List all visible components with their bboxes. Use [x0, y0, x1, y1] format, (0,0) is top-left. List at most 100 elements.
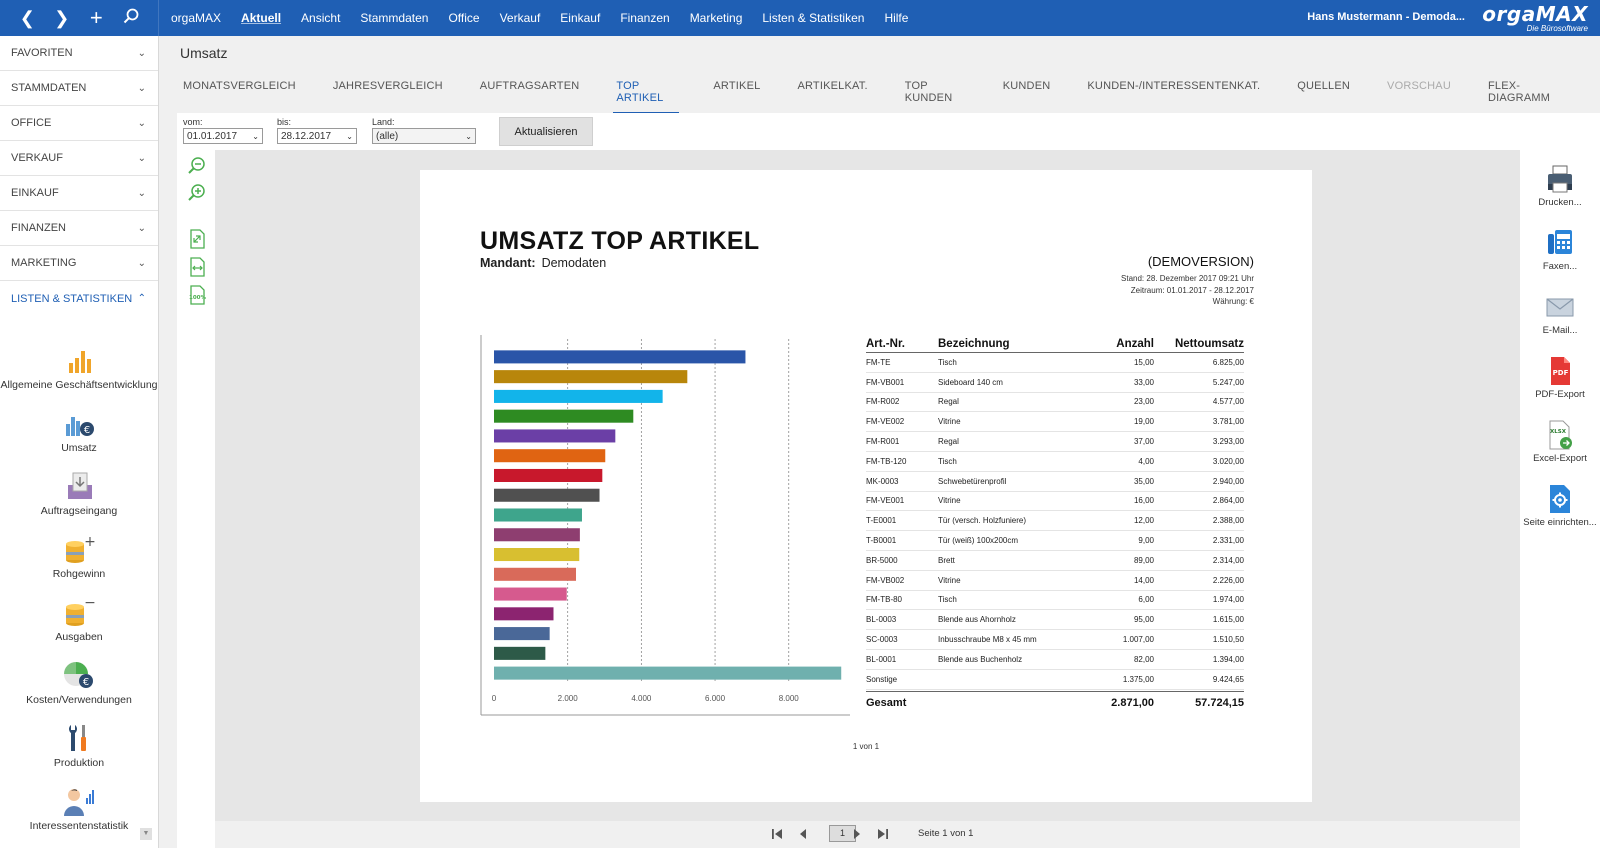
quick-nav: ❮ ❯ + — [0, 0, 159, 36]
tile-kosten-verwendungen[interactable]: € Kosten/Verwendungen — [0, 649, 158, 712]
cell-bezeichnung: Vitrine — [938, 417, 961, 427]
chevron-down-icon: ⌄ — [252, 131, 259, 141]
chart-bar-bl-0003 — [494, 607, 554, 621]
tab-top-artikel[interactable]: TOP ARTIKEL — [613, 80, 680, 114]
sidebar-section-label: EINKAUF — [11, 187, 59, 199]
tile-umsatz[interactable]: € Umsatz — [0, 397, 158, 460]
sidebar-section-verkauf[interactable]: VERKAUF ⌄ — [0, 141, 158, 176]
country-select[interactable]: (alle) ⌄ — [372, 128, 476, 144]
menu-marketing[interactable]: Marketing — [689, 11, 743, 25]
cell-nettoumsatz: 9.424,65 — [1212, 674, 1244, 684]
tile-ausgaben[interactable]: − Ausgaben — [0, 586, 158, 649]
menu-office[interactable]: Office — [448, 11, 480, 25]
cell-bezeichnung: Vitrine — [938, 575, 961, 585]
chevron-down-icon: ⌄ — [465, 131, 472, 141]
tile-produktion[interactable]: Produktion — [0, 712, 158, 775]
cell-nettoumsatz: 1.615,00 — [1212, 615, 1244, 625]
tab-auftragsarten[interactable]: AUFTRAGSARTEN — [479, 80, 580, 92]
tile-geschaeftsentwicklung[interactable]: Allgemeine Geschäftsentwicklung — [0, 334, 158, 397]
tile-interessentenstatistik[interactable]: Interessentenstatistik — [0, 775, 158, 838]
table-row: BL-0001 Blende aus Buchenholz 82,00 1.394,0… — [866, 650, 1244, 670]
cell-anzahl: 14,00 — [1133, 575, 1154, 585]
sidebar-section-stammdaten[interactable]: STAMMDATEN ⌄ — [0, 71, 158, 106]
email-label: E-Mail... — [1542, 325, 1578, 336]
svg-text:+: + — [84, 534, 96, 550]
country-label: Land: — [372, 117, 395, 127]
print-action[interactable]: Drucken... — [1520, 164, 1600, 208]
sidebar-section-favoriten[interactable]: FAVORITEN ⌄ — [0, 36, 158, 71]
last-page-icon[interactable] — [877, 828, 889, 843]
page-navigation: 1 Seite 1 von 1 — [215, 821, 1520, 848]
add-icon[interactable]: + — [89, 5, 103, 30]
zoom-100-icon[interactable]: 100% — [187, 285, 207, 305]
chevron-down-icon: ⌄ — [137, 117, 146, 129]
tab-monatsvergleich[interactable]: MONATSVERGLEICH — [183, 80, 296, 92]
next-page-icon[interactable] — [851, 828, 863, 843]
menu-einkauf[interactable]: Einkauf — [560, 11, 601, 25]
from-date-select[interactable]: 01.01.2017 ⌄ — [183, 128, 263, 144]
table-row: FM-TB-120 Tisch 4,00 3.020,00 — [866, 452, 1244, 472]
pdf-export-action[interactable]: PDF PDF-Export — [1520, 356, 1600, 400]
table-row: SC-0003 Inbusschraube M8 x 45 mm 1.007,00 1… — [866, 630, 1244, 650]
fax-action[interactable]: Faxen... — [1520, 228, 1600, 272]
pdf-file-icon: PDF — [1545, 356, 1575, 386]
tab-kunden[interactable]: KUNDEN — [1002, 80, 1051, 92]
menu-verkauf[interactable]: Verkauf — [499, 11, 541, 25]
to-date-select[interactable]: 28.12.2017 ⌄ — [277, 128, 357, 144]
sidebar-section-listen-statistiken[interactable]: LISTEN & STATISTIKEN ⌃ — [0, 281, 158, 316]
cell-artnr: FM-VB001 — [866, 377, 905, 387]
sidebar-section-einkauf[interactable]: EINKAUF ⌄ — [0, 176, 158, 211]
zoom-out-icon[interactable] — [187, 156, 207, 176]
menu-orgamax[interactable]: orgaMAX — [171, 11, 222, 25]
report-page: UMSATZ TOP ARTIKEL Mandant: Demodaten (DE… — [420, 170, 1312, 802]
search-icon[interactable] — [119, 8, 143, 29]
sidebar-section-marketing[interactable]: MARKETING ⌄ — [0, 246, 158, 281]
first-page-icon[interactable] — [771, 828, 783, 843]
tile-label: Auftragseingang — [40, 505, 118, 517]
sidebar-section-office[interactable]: OFFICE ⌄ — [0, 106, 158, 141]
chart-x-tick-label: 2.000 — [558, 694, 579, 703]
logo-subtitle: Die Bürosoftware — [1526, 24, 1588, 33]
tab-artikelkat[interactable]: ARTIKELKAT. — [797, 80, 868, 92]
sidebar-scroll-down[interactable]: ▼ — [140, 828, 152, 840]
menu-listen-statistiken[interactable]: Listen & Statistiken — [762, 11, 865, 25]
cell-anzahl: 4,00 — [1138, 456, 1154, 466]
cell-artnr: MK-0003 — [866, 476, 899, 486]
tab-quellen[interactable]: QUELLEN — [1297, 80, 1351, 92]
tab-jahresvergleich[interactable]: JAHRESVERGLEICH — [332, 80, 443, 92]
forward-icon[interactable]: ❯ — [54, 7, 70, 28]
tab-top-kunden[interactable]: TOP KUNDEN — [904, 80, 953, 104]
cell-bezeichnung: Inbusschraube M8 x 45 mm — [938, 635, 1037, 645]
menu-stammdaten[interactable]: Stammdaten — [360, 11, 429, 25]
tile-label: Allgemeine Geschäftsentwicklung — [0, 379, 158, 391]
email-action[interactable]: E-Mail... — [1520, 292, 1600, 336]
fit-page-icon[interactable] — [187, 229, 207, 249]
page-setup-action[interactable]: Seite einrichten... — [1520, 484, 1600, 528]
menu-hilfe[interactable]: Hilfe — [884, 11, 909, 25]
tab-kunden-interessentenkat[interactable]: KUNDEN-/INTERESSENTENKAT. — [1087, 80, 1261, 92]
excel-export-action[interactable]: XLSX Excel-Export — [1520, 420, 1600, 464]
previous-page-icon[interactable] — [797, 828, 809, 843]
tile-rohgewinn[interactable]: + Rohgewinn — [0, 523, 158, 586]
svg-text:−: − — [84, 597, 96, 611]
envelope-icon — [1545, 292, 1575, 322]
chart-bar-mk-0003 — [494, 468, 603, 482]
zoom-in-icon[interactable] — [187, 183, 207, 203]
update-button[interactable]: Aktualisieren — [499, 117, 593, 146]
tab-artikel[interactable]: ARTIKEL — [713, 80, 761, 92]
bar-chart-icon — [62, 345, 96, 375]
cell-artnr: FM-R001 — [866, 437, 900, 447]
tile-auftragseingang[interactable]: Auftragseingang — [0, 460, 158, 523]
menu-aktuell[interactable]: Aktuell — [241, 11, 282, 25]
chart-x-tick-label: 0 — [492, 694, 497, 703]
user-name[interactable]: Hans Mustermann - Demoda... — [1307, 11, 1465, 23]
cell-artnr: T-B0001 — [866, 536, 897, 546]
menu-ansicht[interactable]: Ansicht — [301, 11, 341, 25]
menu-finanzen[interactable]: Finanzen — [620, 11, 670, 25]
fit-width-icon[interactable] — [187, 257, 207, 277]
table-row: FM-TE Tisch 15,00 6.825,00 — [866, 353, 1244, 373]
back-icon[interactable]: ❮ — [19, 7, 35, 28]
svg-text:100%: 100% — [189, 295, 206, 301]
tab-flex-diagramm[interactable]: FLEX-DIAGRAMM — [1487, 80, 1551, 104]
sidebar-section-finanzen[interactable]: FINANZEN ⌄ — [0, 211, 158, 246]
